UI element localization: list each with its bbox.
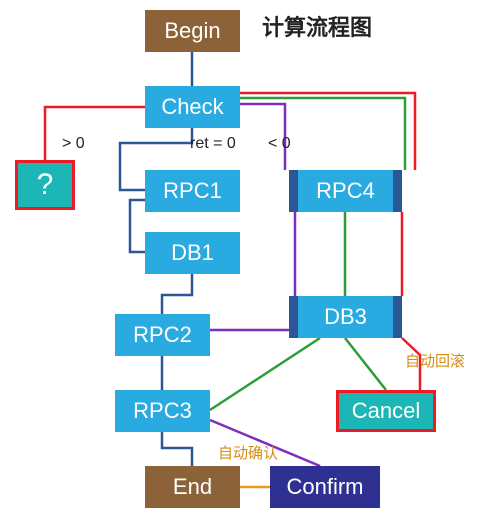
node-unknown: ? [15, 160, 75, 210]
node-db3-bar-0 [289, 296, 298, 338]
edge-label-eq0: ret = 0 [190, 135, 236, 153]
node-begin: Begin [145, 10, 240, 52]
node-rpc2: RPC2 [115, 314, 210, 356]
edge-blue-db1-rpc2 [162, 274, 192, 314]
node-rpc4-bar-0 [289, 170, 298, 212]
diagram-title: 计算流程图 [262, 10, 372, 42]
node-rpc1: RPC1 [145, 170, 240, 212]
node-check: Check [145, 86, 240, 128]
edge-check-unknown-red [45, 107, 145, 160]
annotation-confirm: 自动确认 [218, 442, 278, 463]
annotation-rollback: 自动回滚 [405, 350, 465, 371]
node-cancel: Cancel [336, 390, 436, 432]
edge-blue-rpc1-db1 [130, 200, 145, 252]
node-rpc4-bar-1 [393, 170, 402, 212]
node-db1: DB1 [145, 232, 240, 274]
edge-db3-rpc3-green-diag [210, 338, 320, 410]
edge-db3-cancel-green [345, 338, 386, 390]
node-confirm: Confirm [270, 466, 380, 508]
edge-label-gt0: > 0 [62, 135, 85, 153]
node-db3-bar-1 [393, 296, 402, 338]
node-rpc3: RPC3 [115, 390, 210, 432]
edge-check-rpc4-top-red [240, 93, 415, 170]
edges-layer [0, 0, 500, 518]
edge-label-lt0: < 0 [268, 135, 291, 153]
edge-blue-rpc3-end [162, 432, 192, 466]
node-db3: DB3 [298, 296, 393, 338]
node-end: End [145, 466, 240, 508]
node-rpc4: RPC4 [298, 170, 393, 212]
flowchart-canvas: 计算流程图 Begin Check ? RPC1 DB1 RPC4 RPC2 D… [0, 0, 500, 518]
edge-check-rpc4-top-green [240, 98, 405, 170]
